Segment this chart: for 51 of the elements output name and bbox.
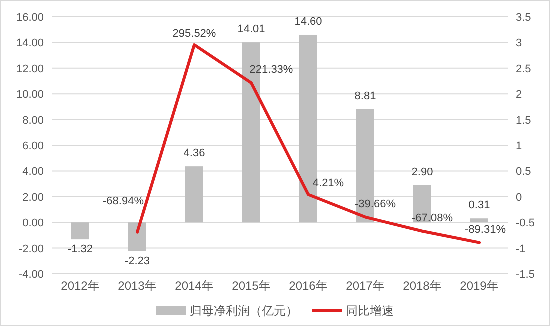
data-label: -1.32 <box>68 244 94 256</box>
bar <box>186 166 204 223</box>
bar <box>128 222 146 252</box>
legend-label: 同比增速 <box>346 304 394 318</box>
data-label: 4.21% <box>312 178 344 190</box>
data-label: 8.81 <box>354 90 376 102</box>
y2-tick-label: 2 <box>516 89 522 102</box>
y2-tick-label: 3.5 <box>516 12 532 24</box>
y2-tick-label: 1 <box>516 140 522 152</box>
y-tick-label: 8.00 <box>22 114 44 127</box>
data-label: -89.31% <box>465 224 506 236</box>
y-tick-label: -4.00 <box>18 269 44 281</box>
y2-tick-label: 1.5 <box>516 114 532 127</box>
y-tick-label: 4.00 <box>22 166 44 178</box>
y-tick-label: 6.00 <box>22 140 44 152</box>
y2-tick-label: 0.5 <box>516 166 532 178</box>
x-tick-label: 2018年 <box>403 279 442 293</box>
data-label: -39.66% <box>355 198 396 210</box>
y-tick-label: -2.00 <box>18 243 44 256</box>
x-tick-label: 2015年 <box>232 279 271 293</box>
x-tick-label: 2012年 <box>61 279 100 293</box>
bar <box>72 222 90 240</box>
data-label: 14.01 <box>238 24 266 36</box>
x-tick-label: 2019年 <box>460 279 499 293</box>
y-tick-label: 16.00 <box>16 12 44 24</box>
x-tick-label: 2016年 <box>289 279 328 293</box>
bar <box>470 218 488 223</box>
data-label: -68.94% <box>103 195 144 208</box>
y2-tick-label: 3 <box>516 38 522 50</box>
y-tick-label: 2.00 <box>22 192 44 204</box>
data-label: -67.08% <box>412 212 454 224</box>
x-tick-label: 2014年 <box>175 279 214 293</box>
data-label: 221.33% <box>250 64 294 76</box>
data-label: 0.31 <box>468 200 490 212</box>
data-label: 4.36 <box>184 148 206 160</box>
data-label: -2.23 <box>124 255 150 268</box>
y2-tick-label: 2.5 <box>516 63 532 76</box>
data-label: 295.52% <box>172 28 216 40</box>
y2-tick-label: 0 <box>516 192 522 204</box>
data-label: 2.90 <box>412 166 434 178</box>
y-tick-label: 12.00 <box>16 63 44 76</box>
y2-tick-label: -1.5 <box>516 269 535 281</box>
x-tick-label: 2017年 <box>346 279 385 293</box>
y-tick-label: 10.00 <box>16 89 44 102</box>
y2-tick-label: -1 <box>516 243 526 256</box>
y-tick-label: 0.00 <box>22 218 44 230</box>
legend-label: 归母净利润（亿元） <box>190 304 298 318</box>
data-label: 14.60 <box>294 16 322 28</box>
x-tick-label: 2013年 <box>118 279 157 293</box>
y-tick-label: 14.00 <box>16 38 44 50</box>
y2-tick-label: -0.5 <box>516 218 535 230</box>
